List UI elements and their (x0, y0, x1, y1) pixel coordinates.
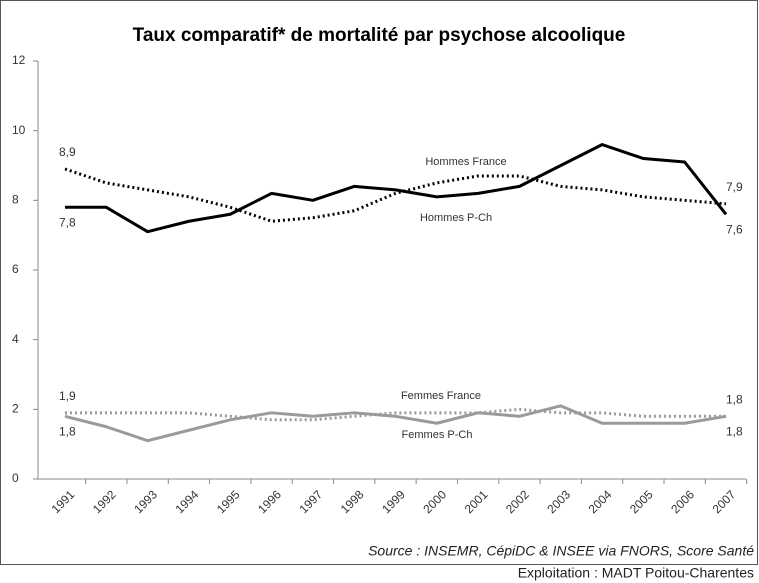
y-tick-label: 12 (12, 53, 26, 67)
credit: Exploitation : MADT Poitou-Charentes (518, 565, 754, 581)
source: Source : INSEMR, CépiDC & INSEE via FNOR… (368, 543, 754, 559)
value-label: 1,8 (59, 424, 76, 438)
series-line (65, 407, 726, 422)
series-label: Femmes France (401, 390, 481, 402)
value-label: 7,6 (726, 222, 743, 236)
value-label: 1,8 (726, 392, 743, 406)
value-label: 1,9 (59, 389, 76, 403)
y-tick-label: 2 (12, 402, 19, 416)
series-line (64, 404, 727, 443)
chart-title: Taux comparatif* de mortalité par psycho… (133, 25, 626, 46)
y-tick-label: 0 (12, 471, 19, 485)
series-label: Femmes P-Ch (402, 429, 473, 441)
value-label: 7,8 (59, 215, 76, 229)
series-label: Hommes P-Ch (420, 212, 492, 224)
series-line (65, 143, 728, 234)
y-tick-label: 4 (12, 332, 19, 346)
y-tick-label: 8 (12, 193, 19, 207)
value-label: 8,9 (59, 145, 76, 159)
value-label: 1,8 (726, 424, 743, 438)
series-label: Hommes France (425, 156, 506, 168)
y-tick-label: 10 (12, 123, 26, 137)
frame (0, 0, 758, 565)
series-line (64, 167, 727, 223)
value-label: 7,9 (726, 180, 743, 194)
y-tick-label: 6 (12, 262, 19, 276)
